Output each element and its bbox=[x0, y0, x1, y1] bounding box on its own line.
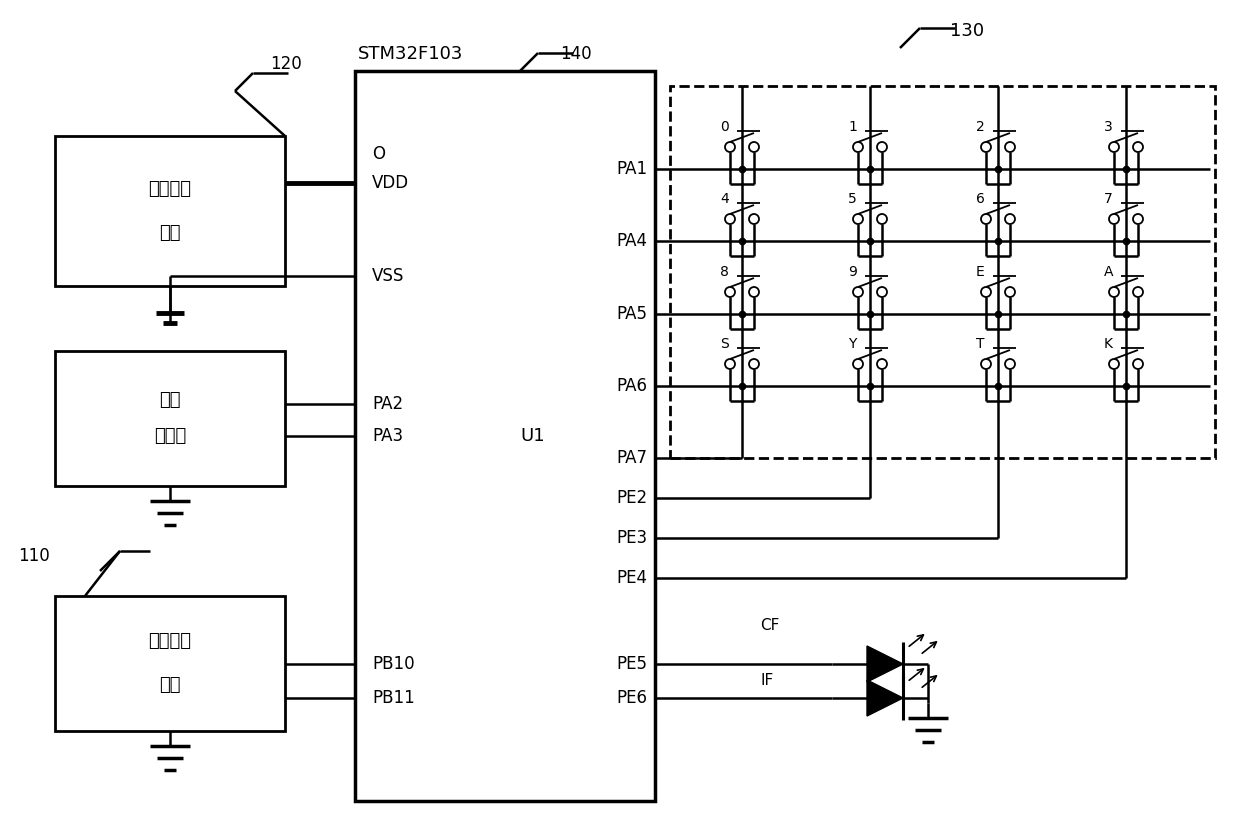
Bar bbox=[55, 136, 285, 286]
Text: E: E bbox=[976, 265, 985, 279]
Bar bbox=[55, 596, 285, 731]
Text: 9: 9 bbox=[848, 265, 857, 279]
Text: PE2: PE2 bbox=[616, 489, 647, 507]
Text: 5: 5 bbox=[848, 192, 857, 206]
Text: 120: 120 bbox=[270, 55, 301, 73]
Text: 液晶: 液晶 bbox=[159, 391, 181, 410]
Text: 7: 7 bbox=[1104, 192, 1112, 206]
Text: 控制电源: 控制电源 bbox=[149, 180, 191, 198]
Text: 140: 140 bbox=[560, 45, 591, 63]
Text: VSS: VSS bbox=[372, 267, 404, 285]
Text: 控制无线: 控制无线 bbox=[149, 633, 191, 650]
Polygon shape bbox=[867, 680, 903, 716]
Text: PA3: PA3 bbox=[372, 427, 403, 445]
Text: O: O bbox=[372, 145, 384, 163]
Text: PE4: PE4 bbox=[616, 569, 647, 587]
Text: PA7: PA7 bbox=[616, 449, 647, 467]
Text: 110: 110 bbox=[19, 547, 50, 565]
Text: PE3: PE3 bbox=[616, 529, 647, 547]
Text: PE6: PE6 bbox=[616, 689, 647, 707]
Text: U1: U1 bbox=[520, 427, 544, 445]
Text: PE5: PE5 bbox=[616, 655, 647, 673]
Text: 8: 8 bbox=[720, 265, 729, 279]
Text: T: T bbox=[976, 337, 985, 351]
Bar bbox=[670, 86, 1215, 458]
Text: S: S bbox=[720, 337, 729, 351]
Text: 模块: 模块 bbox=[159, 224, 181, 242]
Text: PA6: PA6 bbox=[616, 377, 647, 395]
Text: 0: 0 bbox=[720, 120, 729, 134]
Text: 4: 4 bbox=[720, 192, 729, 206]
Text: A: A bbox=[1104, 265, 1114, 279]
Bar bbox=[355, 71, 655, 801]
Text: K: K bbox=[1104, 337, 1114, 351]
Text: 130: 130 bbox=[950, 22, 985, 40]
Bar bbox=[55, 351, 285, 486]
Text: PA4: PA4 bbox=[616, 232, 647, 250]
Text: PA2: PA2 bbox=[372, 395, 403, 413]
Text: 显示屏: 显示屏 bbox=[154, 427, 186, 446]
Text: PA5: PA5 bbox=[616, 305, 647, 323]
Text: 3: 3 bbox=[1104, 120, 1112, 134]
Text: IF: IF bbox=[760, 674, 774, 689]
Text: 模块: 模块 bbox=[159, 676, 181, 695]
Text: PB11: PB11 bbox=[372, 689, 414, 707]
Text: 1: 1 bbox=[848, 120, 857, 134]
Text: Y: Y bbox=[848, 337, 857, 351]
Polygon shape bbox=[867, 646, 903, 682]
Text: 6: 6 bbox=[976, 192, 985, 206]
Text: PA1: PA1 bbox=[616, 160, 647, 178]
Text: VDD: VDD bbox=[372, 174, 409, 192]
Text: STM32F103: STM32F103 bbox=[358, 45, 464, 63]
Text: CF: CF bbox=[760, 619, 780, 634]
Text: PB10: PB10 bbox=[372, 655, 414, 673]
Text: 2: 2 bbox=[976, 120, 985, 134]
